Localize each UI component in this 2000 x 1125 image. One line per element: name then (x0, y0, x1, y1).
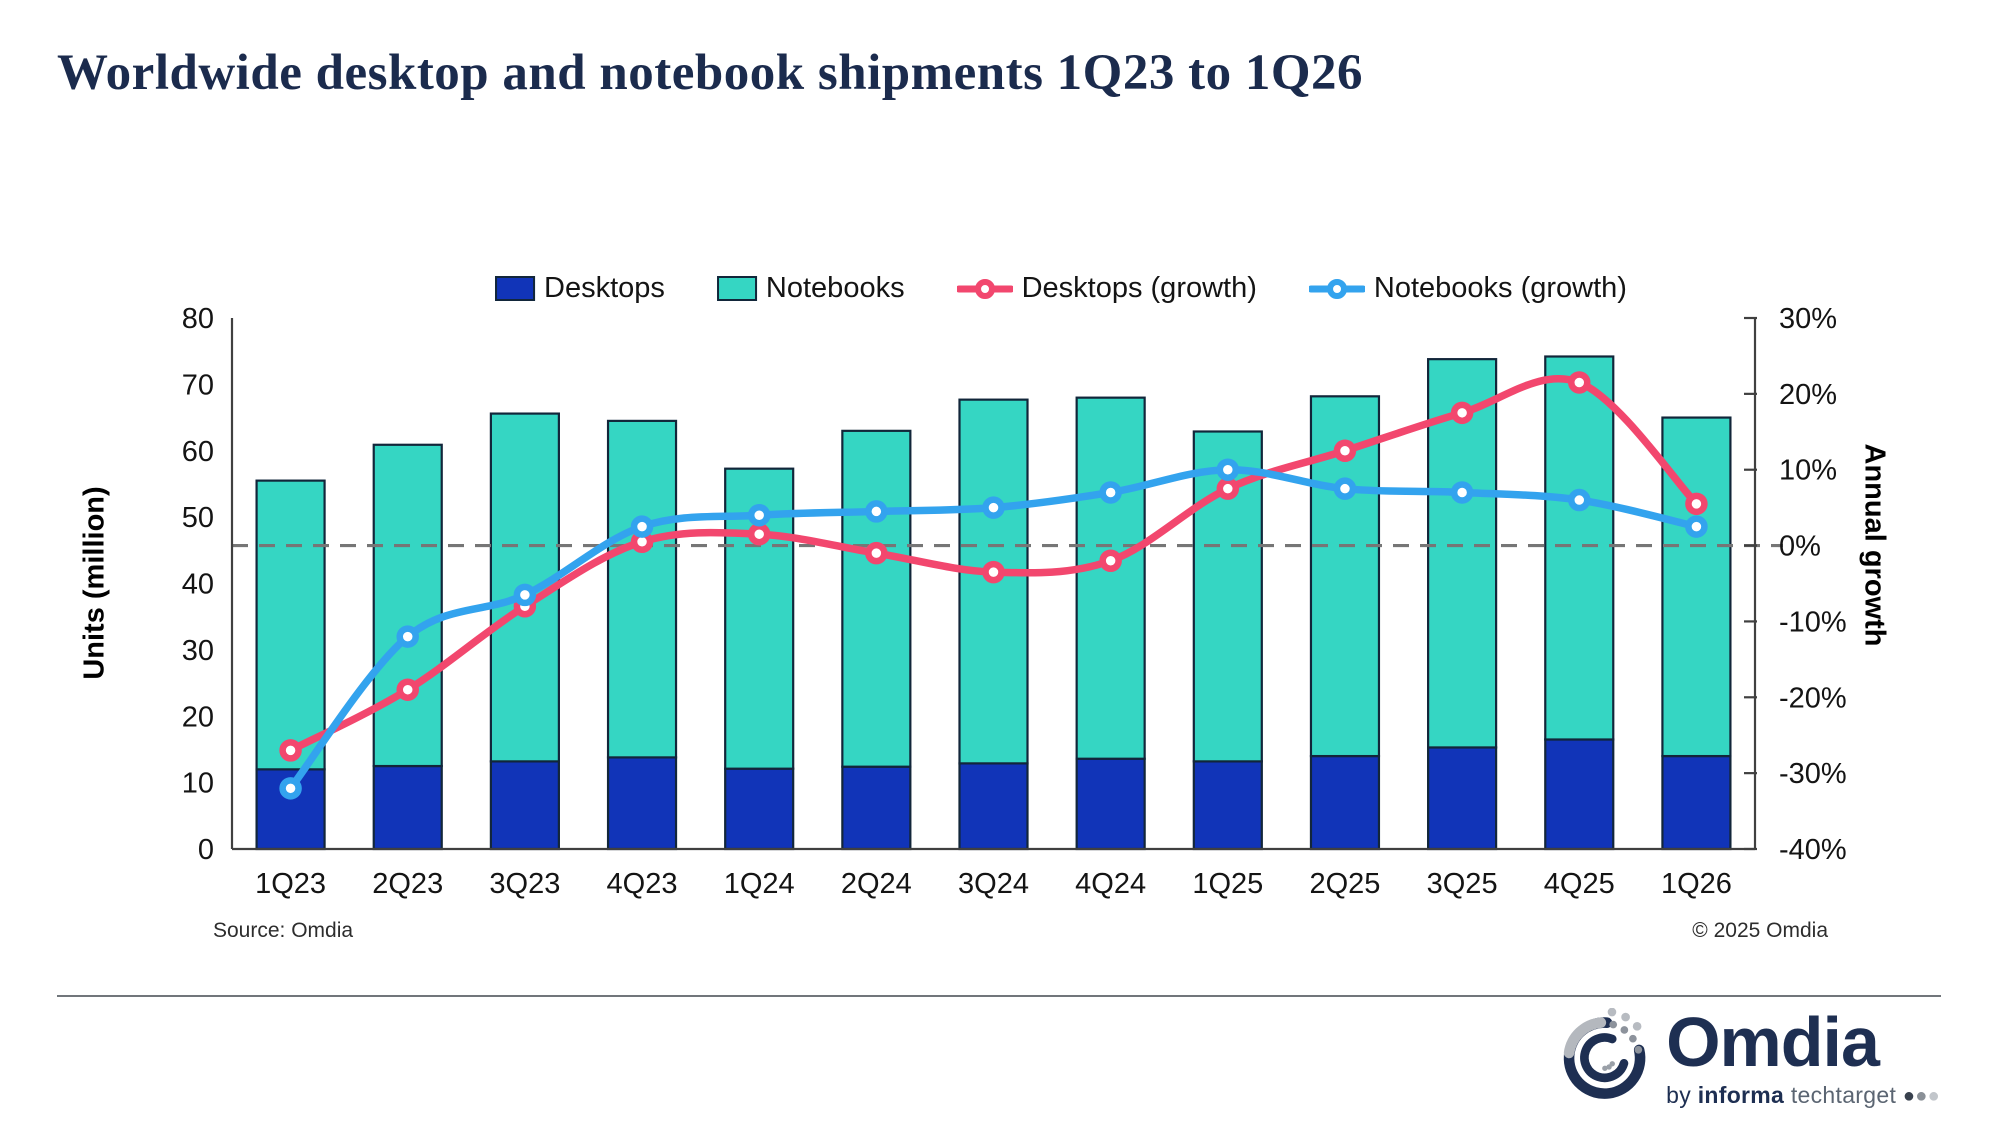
right-axis-tick-label: 0% (1779, 531, 1821, 563)
left-axis-title: Units (million) (78, 486, 111, 680)
bar-desktops-2Q24 (841, 765, 912, 851)
marker-notebooks-growth--2Q23 (396, 625, 419, 648)
left-axis-tick-label: 80 (182, 303, 214, 335)
x-axis-label: 1Q24 (724, 868, 795, 900)
left-axis-tick-label: 10 (182, 768, 214, 800)
marker-notebooks-growth--3Q23 (513, 583, 537, 607)
left-axis-tick-label: 40 (182, 569, 214, 601)
legend-item-desktops: Desktops (495, 272, 665, 305)
marker-notebooks-growth--1Q24 (747, 503, 771, 527)
marker-desktops-growth--2Q23 (396, 678, 419, 701)
x-axis-label: 3Q25 (1427, 868, 1498, 900)
bar-notebooks-2Q24 (841, 429, 912, 768)
chart-legend: Desktops Notebooks Desktops (growth) Notebo… (495, 272, 1627, 305)
x-axis-label: 2Q24 (841, 868, 912, 900)
right-axis-tick-label: -10% (1779, 606, 1847, 638)
x-axis-label: 4Q23 (607, 868, 678, 900)
legend-line-marker-desktops-growth- (956, 278, 1013, 299)
x-axis-label: 2Q23 (372, 868, 443, 900)
right-axis-tick-label: 30% (1779, 303, 1837, 335)
bar-desktops-4Q24 (1075, 757, 1146, 851)
bar-desktops-1Q26 (1661, 754, 1732, 851)
bar-desktops-2Q23 (372, 764, 443, 851)
marker-notebooks-growth--3Q25 (1450, 481, 1474, 504)
legend-label: Notebooks (growth) (1373, 272, 1627, 304)
right-axis-tick-label: 10% (1779, 455, 1837, 487)
marker-desktops-growth--1Q23 (279, 739, 302, 762)
copyright-note: © 2025 Omdia (1692, 919, 1828, 942)
omdia-logo-wordmark: Omdia (1666, 1003, 1880, 1081)
marker-notebooks-growth--1Q23 (279, 777, 302, 800)
right-axis-title: Annual growth (1858, 443, 1891, 647)
legend-item-notebooks: Notebooks (716, 272, 905, 305)
bar-notebooks-1Q26 (1661, 416, 1732, 758)
right-axis-tick-label: -40% (1779, 834, 1847, 866)
legend-line-marker-notebooks-growth- (1308, 278, 1365, 299)
x-axis-label: 3Q23 (489, 868, 560, 900)
bar-desktops-3Q23 (489, 760, 560, 851)
legend-item-desktops-growth-: Desktops (growth) (956, 272, 1257, 305)
marker-notebooks-growth--1Q25 (1216, 458, 1240, 481)
left-axis-tick-label: 60 (182, 436, 214, 468)
marker-notebooks-growth--4Q23 (630, 515, 654, 538)
legend-swatch-desktops (495, 276, 536, 301)
marker-desktops-growth--1Q25 (1216, 477, 1240, 500)
marker-notebooks-growth--4Q25 (1568, 488, 1591, 512)
logo-dot-trail (1609, 1020, 1643, 1054)
bar-notebooks-4Q24 (1075, 396, 1146, 760)
footer-divider (57, 995, 1941, 997)
legend-item-notebooks-growth-: Notebooks (growth) (1308, 272, 1627, 305)
legend-label: Desktops (544, 272, 665, 304)
marker-notebooks-growth--2Q24 (865, 500, 888, 523)
x-axis-label: 1Q23 (255, 868, 326, 900)
left-axis-tick-label: 50 (182, 502, 214, 534)
x-axis-label: 4Q25 (1544, 868, 1615, 900)
right-axis-tick-label: -20% (1779, 682, 1847, 714)
x-axis-label: 2Q25 (1309, 868, 1380, 900)
bar-desktops-1Q24 (724, 767, 795, 851)
bar-notebooks-4Q23 (606, 419, 678, 759)
omdia-logo: Omdia by informa techtarget ●●● (1556, 1003, 1940, 1109)
bar-desktops-4Q25 (1544, 738, 1615, 851)
combo-chart: 0 10 20 30 40 50 60 70 80 30% 20% 10% 0% -10% -20% -30%… (182, 303, 1847, 900)
marker-desktops-growth--4Q25 (1568, 371, 1591, 394)
marker-desktops-growth--4Q24 (1099, 549, 1122, 572)
marker-desktops-growth--1Q24 (747, 522, 771, 546)
source-note: Source: Omdia (213, 919, 354, 942)
marker-notebooks-growth--4Q24 (1099, 481, 1122, 504)
left-axis-tick-label: 0 (198, 834, 214, 866)
chart-title: Worldwide desktop and notebook shipments… (57, 45, 1363, 101)
legend-label: Notebooks (765, 272, 905, 304)
bar-notebooks-2Q23 (372, 443, 443, 768)
bar-desktops-2Q25 (1309, 754, 1381, 851)
x-axis-label: 1Q26 (1661, 868, 1732, 900)
marker-notebooks-growth--3Q24 (982, 496, 1005, 519)
marker-desktops-growth--2Q25 (1333, 439, 1357, 462)
legend-swatch-notebooks (716, 276, 757, 301)
bar-notebooks-1Q23 (255, 479, 326, 771)
x-axis-label: 4Q24 (1075, 868, 1146, 900)
omdia-logo-icon (1563, 1008, 1646, 1099)
omdia-logo-byline: by informa techtarget ●●● (1666, 1082, 1940, 1108)
marker-desktops-growth--3Q25 (1450, 401, 1474, 425)
left-axis-tick-label: 70 (182, 369, 214, 401)
bar-notebooks-4Q25 (1544, 355, 1615, 741)
marker-desktops-growth--3Q24 (982, 560, 1005, 584)
x-axis-label: 1Q25 (1192, 868, 1263, 900)
right-axis-tick-label: -30% (1779, 758, 1847, 790)
x-axis-label: 3Q24 (958, 868, 1029, 900)
marker-desktops-growth--1Q26 (1685, 492, 1708, 516)
bar-desktops-1Q25 (1192, 760, 1263, 851)
marker-desktops-growth--2Q24 (865, 541, 888, 565)
legend-label: Desktops (growth) (1021, 272, 1257, 304)
bar-desktops-4Q23 (606, 756, 678, 851)
bar-desktops-3Q25 (1427, 746, 1498, 851)
marker-notebooks-growth--2Q25 (1333, 477, 1357, 500)
left-axis-tick-label: 30 (182, 635, 214, 667)
bar-desktops-3Q24 (958, 762, 1029, 851)
left-axis-tick-label: 20 (182, 701, 214, 733)
right-axis-tick-label: 20% (1779, 379, 1837, 411)
marker-notebooks-growth--1Q26 (1685, 515, 1708, 538)
